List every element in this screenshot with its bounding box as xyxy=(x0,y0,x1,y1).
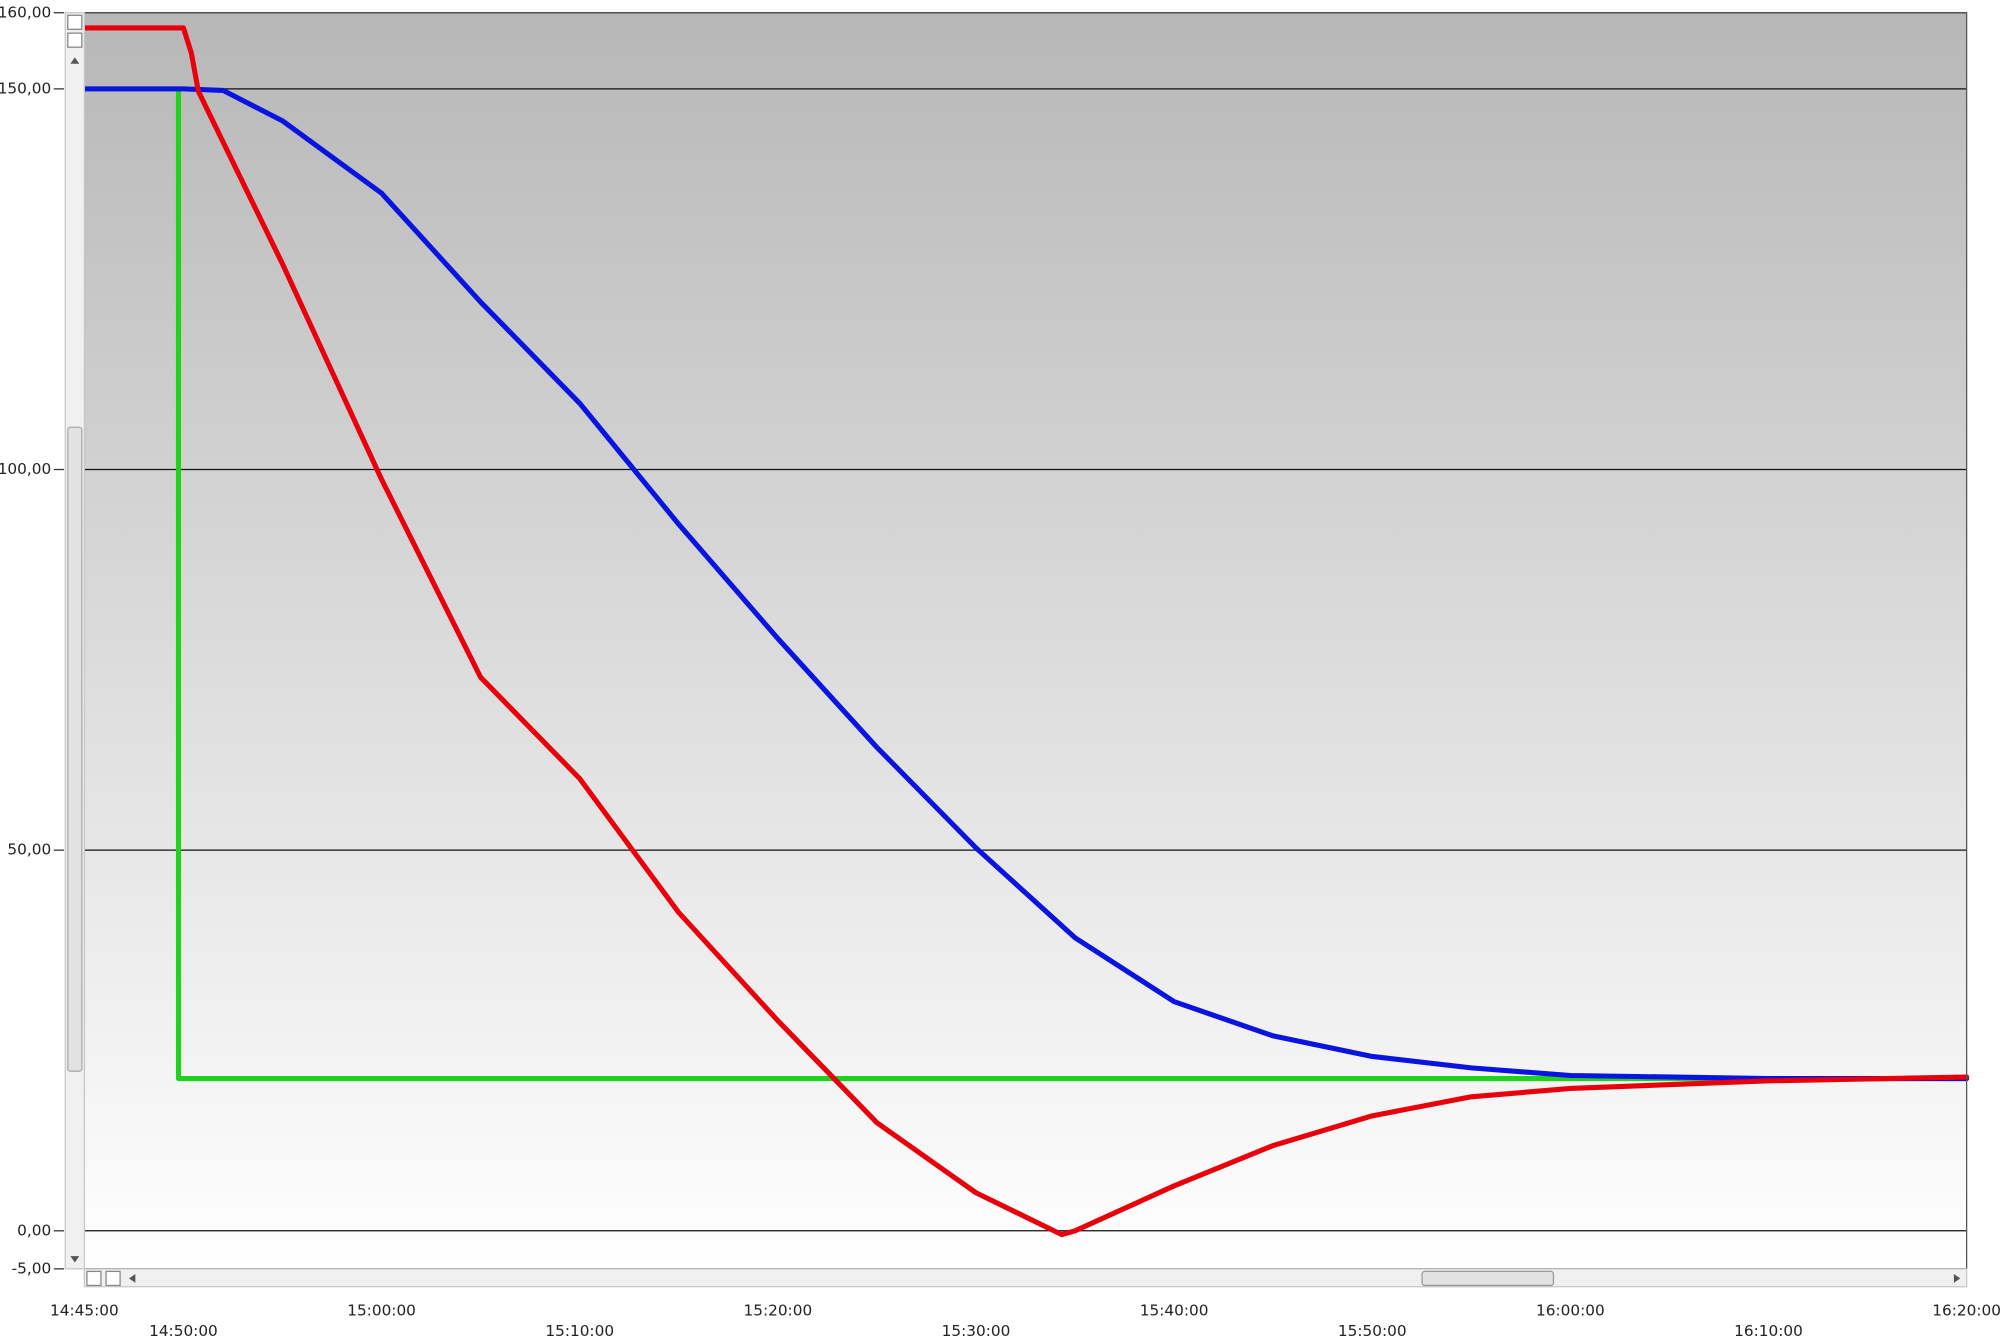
zoom-reset-button[interactable] xyxy=(86,1270,102,1287)
x-tick-label: 16:20:00 xyxy=(1932,1301,2000,1319)
y-tick-label: 160,00 xyxy=(0,3,51,21)
x-tick-label: 15:30:00 xyxy=(942,1322,1011,1339)
horizontal-scroll-thumb[interactable] xyxy=(1421,1270,1555,1287)
x-tick-label: 14:45:00 xyxy=(50,1301,119,1319)
y-tick-label: 50,00 xyxy=(7,841,51,859)
series-line xyxy=(81,25,1970,1238)
x-tick-label: 15:00:00 xyxy=(347,1301,416,1319)
zoom-reset-button[interactable] xyxy=(67,14,83,30)
y-tick-label: 100,00 xyxy=(0,460,51,478)
x-tick-label: 15:20:00 xyxy=(743,1301,812,1319)
scroll-down-arrow[interactable] xyxy=(70,1256,80,1263)
x-tick-label: 15:40:00 xyxy=(1140,1301,1209,1319)
scroll-left-arrow[interactable] xyxy=(129,1273,136,1283)
x-tick-label: 16:00:00 xyxy=(1536,1301,1605,1319)
scroll-right-arrow[interactable] xyxy=(1953,1273,1961,1283)
refresh-button[interactable] xyxy=(67,32,83,48)
x-tick-label: 15:50:00 xyxy=(1338,1322,1407,1339)
series-line xyxy=(81,86,1970,1082)
refresh-button[interactable] xyxy=(105,1270,121,1287)
x-tick-label: 15:10:00 xyxy=(545,1322,614,1339)
vertical-scroll-thumb[interactable] xyxy=(67,426,83,1072)
scroll-up-arrow[interactable] xyxy=(70,57,80,64)
y-tick-label: 150,00 xyxy=(0,79,51,97)
x-tick-label: 14:50:00 xyxy=(149,1322,218,1339)
series-lines xyxy=(81,25,1970,1238)
y-tick-label: 0,00 xyxy=(17,1221,51,1239)
x-tick-label: 16:10:00 xyxy=(1734,1322,1803,1339)
y-tick-label: -5,00 xyxy=(12,1259,52,1277)
plot-background xyxy=(84,12,1967,1269)
horizontal-scrollbar[interactable] xyxy=(83,1268,1968,1288)
axis-labels: 160,00 150,00 100,00 50,00 0,00 -5,00 14:45:00… xyxy=(0,3,2000,1339)
